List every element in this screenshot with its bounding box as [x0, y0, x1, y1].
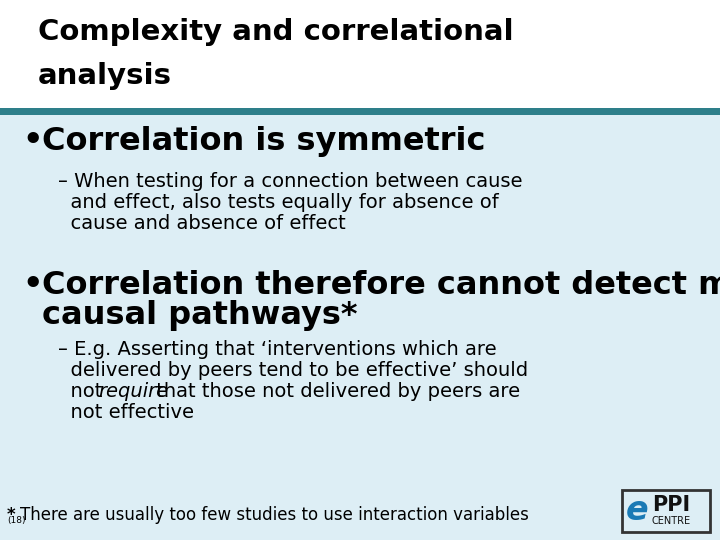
Text: •: • — [22, 270, 42, 301]
Text: – E.g. Asserting that ‘interventions which are: – E.g. Asserting that ‘interventions whi… — [58, 340, 497, 359]
Text: Complexity and correlational: Complexity and correlational — [38, 18, 513, 46]
Text: not: not — [58, 382, 109, 401]
Text: PPI: PPI — [652, 495, 690, 515]
Text: not effective: not effective — [58, 403, 194, 422]
FancyBboxPatch shape — [0, 0, 720, 112]
Text: Correlation therefore cannot detect multiple: Correlation therefore cannot detect mult… — [42, 270, 720, 301]
Text: that those not delivered by peers are: that those not delivered by peers are — [150, 382, 520, 401]
Text: (18): (18) — [7, 516, 25, 525]
Text: CENTRE: CENTRE — [652, 516, 691, 526]
Text: causal pathways*: causal pathways* — [42, 300, 358, 331]
Text: cause and absence of effect: cause and absence of effect — [58, 214, 346, 233]
FancyBboxPatch shape — [0, 115, 720, 540]
Text: analysis: analysis — [38, 62, 172, 90]
Text: Correlation is symmetric: Correlation is symmetric — [42, 126, 485, 157]
Text: delivered by peers tend to be effective’ should: delivered by peers tend to be effective’… — [58, 361, 528, 380]
Text: and effect, also tests equally for absence of: and effect, also tests equally for absen… — [58, 193, 499, 212]
Text: – When testing for a connection between cause: – When testing for a connection between … — [58, 172, 523, 191]
Text: There are usually too few studies to use interaction variables: There are usually too few studies to use… — [20, 506, 529, 524]
Text: •: • — [22, 126, 42, 157]
FancyBboxPatch shape — [622, 490, 710, 532]
Text: require: require — [98, 382, 168, 401]
FancyBboxPatch shape — [0, 108, 720, 115]
Text: *: * — [7, 506, 16, 524]
Text: e: e — [626, 494, 649, 527]
